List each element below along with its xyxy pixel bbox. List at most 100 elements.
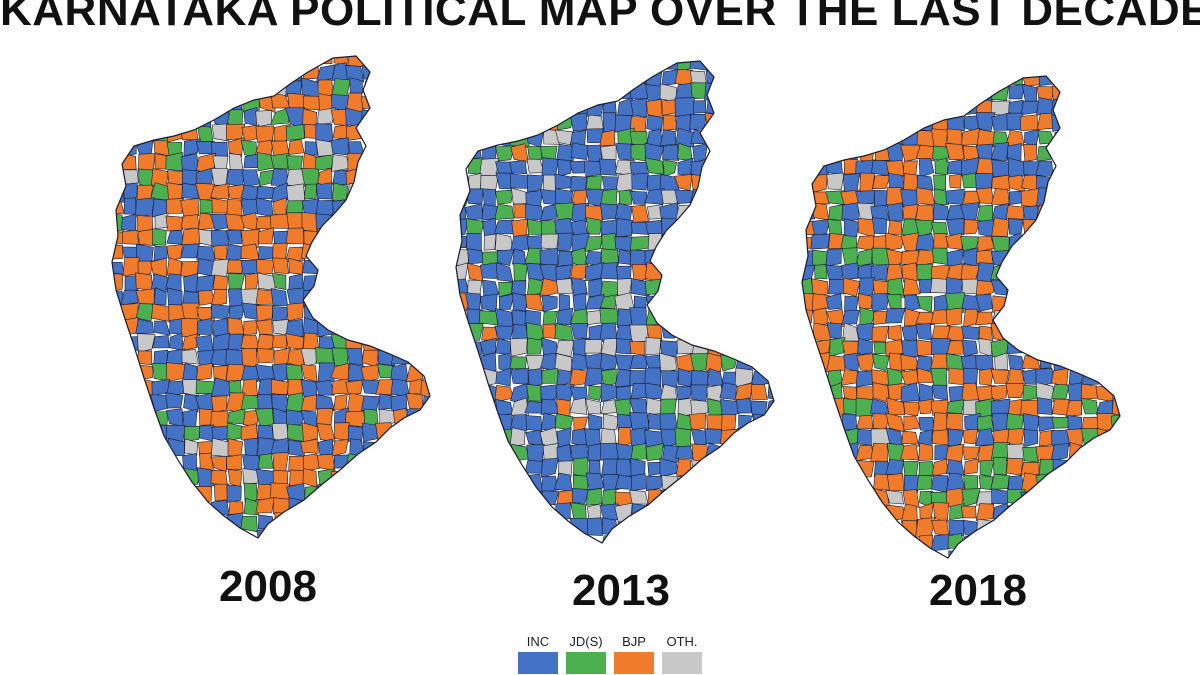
- constituency: [599, 352, 619, 372]
- constituency: [165, 152, 184, 172]
- constituency: [946, 399, 965, 414]
- constituency: [227, 438, 244, 458]
- constituency: [990, 473, 1010, 490]
- constituency: [646, 99, 662, 118]
- constituency: [691, 443, 709, 463]
- constituency: [945, 188, 965, 206]
- constituency: [629, 130, 648, 147]
- constituency: [829, 337, 846, 357]
- constituency: [541, 337, 559, 356]
- constituency: [946, 218, 965, 236]
- constituency: [510, 173, 529, 189]
- constituency: [963, 219, 981, 235]
- year-label-2008: 2008: [219, 562, 317, 611]
- constituency: [364, 78, 380, 95]
- constituency: [903, 173, 919, 193]
- constituency: [1008, 249, 1023, 264]
- constituency: [814, 264, 828, 280]
- constituency: [183, 393, 199, 413]
- constituency: [210, 455, 227, 473]
- constituency: [826, 172, 845, 190]
- constituency: [241, 169, 260, 188]
- constituency: [930, 519, 950, 537]
- constituencies: [456, 61, 774, 543]
- constituency: [990, 83, 1010, 101]
- constituency: [210, 469, 228, 486]
- constituency: [960, 354, 978, 371]
- constituency: [675, 385, 693, 401]
- constituency: [902, 203, 919, 220]
- constituency: [585, 488, 602, 506]
- constituency: [931, 474, 949, 493]
- constituency: [584, 339, 603, 354]
- constituency: [690, 384, 710, 402]
- constituency: [180, 124, 199, 141]
- constituency: [226, 198, 243, 217]
- constituency: [600, 337, 618, 357]
- constituency: [886, 397, 906, 416]
- constituency: [934, 188, 950, 206]
- constituency: [932, 412, 949, 433]
- constituency: [614, 502, 633, 523]
- constituency: [285, 227, 304, 245]
- constituency: [483, 233, 497, 251]
- constituency: [510, 367, 529, 385]
- constituency: [526, 337, 543, 355]
- constituency: [930, 534, 950, 552]
- constituency: [317, 362, 336, 383]
- constituency: [1037, 397, 1053, 415]
- constituency: [825, 264, 846, 283]
- constituency: [948, 519, 965, 537]
- constituency: [841, 202, 860, 222]
- constituency: [629, 341, 645, 356]
- constituency: [931, 128, 949, 148]
- constituency: [860, 142, 875, 162]
- constituency: [991, 217, 1010, 237]
- constituency: [135, 303, 154, 322]
- constituency: [887, 324, 903, 343]
- constituency: [212, 274, 228, 291]
- constituency: [945, 459, 965, 476]
- constituency: [331, 439, 349, 457]
- constituency: [554, 323, 574, 342]
- constituency: [961, 325, 980, 340]
- constituency: [509, 356, 527, 370]
- constituency: [630, 143, 647, 162]
- legend-swatch-bjp: [614, 652, 654, 674]
- constituency: [315, 394, 336, 412]
- constituency: [600, 262, 619, 280]
- constituency: [225, 123, 246, 141]
- constituency: [270, 107, 290, 125]
- constituency: [165, 215, 184, 232]
- constituency: [166, 408, 184, 427]
- constituency: [524, 459, 543, 474]
- constituency: [345, 122, 364, 141]
- constituency: [227, 137, 244, 158]
- constituency: [135, 350, 153, 366]
- constituency: [196, 274, 216, 292]
- constituency: [255, 319, 273, 335]
- constituency: [136, 333, 156, 353]
- constituency: [271, 334, 288, 349]
- constituency: [361, 395, 381, 411]
- constituency: [272, 257, 290, 274]
- constituency: [646, 324, 663, 343]
- constituency: [1006, 457, 1024, 476]
- constituency: [270, 378, 290, 396]
- constituency: [631, 204, 650, 223]
- constituency: [586, 217, 603, 235]
- constituency: [123, 182, 138, 200]
- legend-swatch-oth: [662, 652, 702, 674]
- constituency: [902, 277, 921, 296]
- constituency: [210, 108, 230, 127]
- constituency: [855, 248, 874, 267]
- constituency: [932, 174, 946, 192]
- constituency: [556, 143, 575, 162]
- constituency: [315, 379, 335, 396]
- constituency: [991, 174, 1010, 192]
- constituency-map-svg: [801, 75, 1121, 559]
- constituency: [903, 415, 921, 431]
- constituency: [1008, 218, 1024, 236]
- constituency: [587, 413, 603, 432]
- constituency: [675, 204, 695, 220]
